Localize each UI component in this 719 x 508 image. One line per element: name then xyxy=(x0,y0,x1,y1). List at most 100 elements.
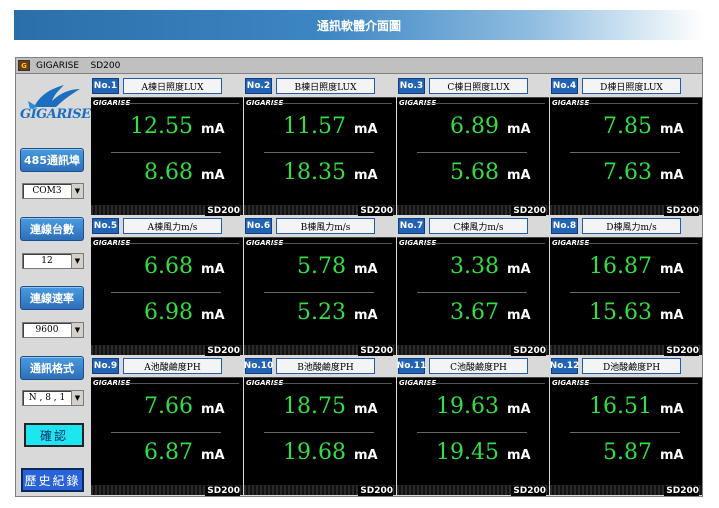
reading-unit: mA xyxy=(201,448,225,463)
reading-secondary: 19.45 mA xyxy=(397,440,549,470)
meter-footer xyxy=(244,485,396,495)
baud-select-value: 9600 xyxy=(35,325,59,335)
panel-number-badge: No.3 xyxy=(398,78,425,94)
meter-brand: GIGARISE xyxy=(399,239,437,247)
panel-label: B棟風力m/s xyxy=(276,218,375,234)
app-icon: G xyxy=(18,60,30,71)
reading-secondary: 7.63 mA xyxy=(550,160,702,190)
meter-brand: GIGARISE xyxy=(552,239,590,247)
reading-value: 8.68 xyxy=(144,160,193,185)
reading-primary: 5.78 mA xyxy=(244,254,396,284)
panel-number-badge: No.11 xyxy=(397,358,426,374)
meter-footer xyxy=(397,485,549,495)
reading-value: 19.45 xyxy=(436,440,499,465)
baud-button[interactable]: 連線速率 xyxy=(20,286,84,310)
meter-brand: GIGARISE xyxy=(246,379,284,387)
panel-number-badge: No.5 xyxy=(92,218,119,234)
history-button[interactable]: 歷史紀錄 xyxy=(21,468,84,492)
app-window: G GIGARISE SD200 GIGARISE 485通訊埠 COM3 ▼ … xyxy=(15,57,703,497)
meter-panel: No.9 A池酸鹼度PH GIGARISE 7.66 mA 6.87 mA SD… xyxy=(91,355,243,496)
reading-primary: 12.55 mA xyxy=(91,114,243,144)
meter-display: GIGARISE 6.68 mA 6.98 mA SD200 xyxy=(91,237,243,356)
reading-primary: 16.87 mA xyxy=(550,254,702,284)
reading-unit: mA xyxy=(660,402,684,417)
reading-value: 3.38 xyxy=(450,254,499,279)
meter-footer xyxy=(550,205,702,215)
panel-header: No.7 C棟風力m/s xyxy=(397,215,549,237)
panel-header: No.6 B棟風力m/s xyxy=(244,215,396,237)
panel-header: No.3 C棟日照度LUX xyxy=(397,75,549,97)
meter-footer xyxy=(397,205,549,215)
meter-display: GIGARISE 7.66 mA 6.87 mA SD200 xyxy=(91,377,243,496)
count-select-value: 12 xyxy=(41,256,53,266)
meter-footer xyxy=(550,485,702,495)
page-banner: 通訊軟體介面圖 xyxy=(14,10,704,40)
reading-value: 19.68 xyxy=(283,440,346,465)
reading-value: 18.35 xyxy=(283,160,346,185)
divider xyxy=(570,432,680,433)
meter-display: GIGARISE 6.89 mA 5.68 mA SD200 xyxy=(397,97,549,216)
meter-display: GIGARISE 11.57 mA 18.35 mA SD200 xyxy=(244,97,396,216)
divider xyxy=(417,432,527,433)
meter-model: SD200 xyxy=(358,346,393,356)
format-select[interactable]: N , 8 , 1 ▼ xyxy=(22,390,84,406)
meter-display: GIGARISE 18.75 mA 19.68 mA SD200 xyxy=(244,377,396,496)
divider xyxy=(425,383,545,384)
meter-display: GIGARISE 19.63 mA 19.45 mA SD200 xyxy=(397,377,549,496)
divider xyxy=(417,152,527,153)
meter-footer xyxy=(91,345,243,355)
logo-bird-icon xyxy=(28,85,80,109)
port-button[interactable]: 485通訊埠 xyxy=(20,148,84,172)
format-select-value: N , 8 , 1 xyxy=(28,393,66,403)
chevron-down-icon[interactable]: ▼ xyxy=(71,391,83,405)
baud-select[interactable]: 9600 ▼ xyxy=(22,322,84,338)
divider xyxy=(425,243,545,244)
meter-panel: No.12 D池酸鹼度PH GIGARISE 16.51 mA 5.87 mA … xyxy=(550,355,702,496)
meter-grid: No.1 A棟日照度LUX GIGARISE 12.55 mA 8.68 mA … xyxy=(91,75,703,497)
meter-model: SD200 xyxy=(358,206,393,216)
reading-unit: mA xyxy=(201,402,225,417)
count-button[interactable]: 連線台數 xyxy=(20,217,84,241)
divider xyxy=(119,243,239,244)
meter-footer xyxy=(91,205,243,215)
divider xyxy=(272,103,392,104)
reading-primary: 11.57 mA xyxy=(244,114,396,144)
reading-secondary: 5.68 mA xyxy=(397,160,549,190)
chevron-down-icon[interactable]: ▼ xyxy=(71,254,83,268)
panel-number-badge: No.8 xyxy=(551,218,578,234)
reading-unit: mA xyxy=(354,308,378,323)
format-button[interactable]: 通訊格式 xyxy=(20,356,84,380)
chevron-down-icon[interactable]: ▼ xyxy=(71,184,83,198)
panel-header: No.1 A棟日照度LUX xyxy=(91,75,243,97)
divider xyxy=(578,383,698,384)
logo-text: GIGARISE xyxy=(20,107,91,122)
meter-brand: GIGARISE xyxy=(246,239,284,247)
window-title: GIGARISE SD200 xyxy=(36,60,121,71)
reading-primary: 16.51 mA xyxy=(550,394,702,424)
meter-footer xyxy=(244,205,396,215)
reading-value: 7.66 xyxy=(144,394,193,419)
panel-label: C池酸鹼度PH xyxy=(429,358,528,374)
divider xyxy=(119,383,239,384)
meter-display: GIGARISE 7.85 mA 7.63 mA SD200 xyxy=(550,97,702,216)
panel-label: A棟風力m/s xyxy=(123,218,222,234)
port-select[interactable]: COM3 ▼ xyxy=(22,183,84,199)
chevron-down-icon[interactable]: ▼ xyxy=(71,323,83,337)
reading-secondary: 3.67 mA xyxy=(397,300,549,330)
meter-display: GIGARISE 12.55 mA 8.68 mA SD200 xyxy=(91,97,243,216)
panel-header: No.8 D棟風力m/s xyxy=(550,215,702,237)
panel-label: D棟日照度LUX xyxy=(582,78,681,94)
meter-display: GIGARISE 3.38 mA 3.67 mA SD200 xyxy=(397,237,549,356)
reading-value: 5.87 xyxy=(603,440,652,465)
reading-secondary: 5.23 mA xyxy=(244,300,396,330)
meter-footer xyxy=(550,345,702,355)
meter-panel: No.5 A棟風力m/s GIGARISE 6.68 mA 6.98 mA SD… xyxy=(91,215,243,356)
count-select[interactable]: 12 ▼ xyxy=(22,253,84,269)
reading-unit: mA xyxy=(660,122,684,137)
reading-secondary: 15.63 mA xyxy=(550,300,702,330)
panel-number-badge: No.1 xyxy=(92,78,119,94)
confirm-button[interactable]: 確認 xyxy=(24,423,84,447)
divider xyxy=(264,152,374,153)
panel-header: No.5 A棟風力m/s xyxy=(91,215,243,237)
panel-number-badge: No.4 xyxy=(551,78,578,94)
